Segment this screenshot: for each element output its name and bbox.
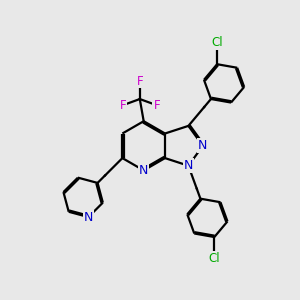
Text: Cl: Cl bbox=[211, 36, 223, 49]
Text: F: F bbox=[153, 99, 160, 112]
Text: Cl: Cl bbox=[208, 252, 220, 265]
Text: N: N bbox=[184, 159, 193, 172]
Text: F: F bbox=[136, 74, 143, 88]
Text: F: F bbox=[120, 99, 126, 112]
Text: N: N bbox=[84, 211, 93, 224]
Text: N: N bbox=[198, 139, 208, 152]
Text: N: N bbox=[139, 164, 148, 177]
